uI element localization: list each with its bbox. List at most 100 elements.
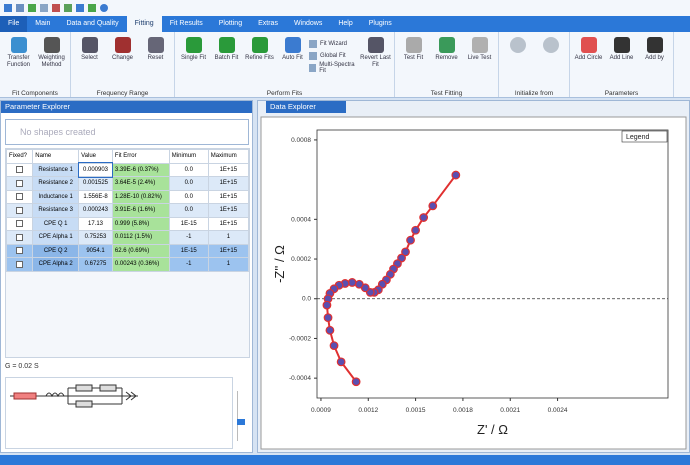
ribbon-group: Add Circle Add Line Add by Parameters	[570, 32, 674, 97]
y-tick-label: 0.0008	[291, 137, 311, 144]
x-axis-label: Z' / Ω	[477, 422, 508, 437]
column-header: Maximum	[207, 149, 249, 164]
data-point	[336, 357, 346, 367]
tab[interactable]: Windows	[293, 20, 323, 27]
checkbox[interactable]	[16, 166, 24, 174]
checkbox[interactable]	[16, 260, 24, 268]
tab[interactable]: File	[0, 16, 28, 32]
ribbon-button[interactable]	[501, 34, 534, 86]
table-cell: Resistance 2	[32, 176, 80, 191]
table-row[interactable]: CPE Alpha 1 0.75253 0.0112 (1.5%) -1 1	[6, 230, 249, 245]
ribbon-button[interactable]: Add by	[638, 34, 671, 86]
button-icon	[185, 37, 202, 53]
table-cell: 1E+15	[207, 162, 249, 177]
group-label: Test Fitting	[430, 90, 463, 97]
ribbon-button[interactable]: Change	[106, 34, 139, 86]
checkbox[interactable]	[16, 220, 24, 228]
ribbon-button[interactable]: Revert Last Fit	[359, 34, 392, 86]
table-cell: 3.91E-6 (1.6%)	[111, 203, 170, 218]
button-label: Single Fit	[180, 55, 206, 61]
checkbox[interactable]	[16, 193, 24, 201]
data-point	[323, 313, 333, 323]
button-icon	[471, 37, 488, 53]
button-label: Weighting Method	[38, 55, 65, 68]
table-row[interactable]: Resistance 1 0.000903 3.39E-6 (0.37%) 0.0 1E…	[6, 162, 249, 178]
small-label: Global Fit	[320, 53, 346, 59]
checkbox[interactable]	[16, 179, 24, 187]
table-cell: 0.00243 (0.36%)	[111, 257, 170, 272]
status-bar	[0, 455, 690, 465]
tab[interactable]: Data and Quality	[66, 20, 119, 27]
tab[interactable]: Fitting	[126, 16, 162, 32]
ribbon-button[interactable]: Test Fit	[397, 34, 430, 86]
ribbon-button[interactable]: Transfer Function	[2, 34, 35, 86]
button-label: Select	[81, 55, 98, 61]
small-button[interactable]: Fit Wizard	[309, 38, 359, 50]
ribbon-button[interactable]: Select	[73, 34, 106, 86]
data-point	[329, 341, 339, 350]
button-icon	[509, 37, 526, 53]
fixed-cell	[6, 230, 34, 245]
table-row[interactable]: CPE Q 2 9054.1 62.6 (0.69%) 1E-15 1E+15	[6, 243, 249, 258]
ribbon-button[interactable]: Reset	[139, 34, 172, 86]
table-cell: Resistance 3	[32, 203, 80, 218]
ribbon-button[interactable]: Live Test	[463, 34, 496, 86]
button-icon	[367, 37, 384, 53]
tab[interactable]: Help	[338, 20, 353, 27]
table-cell: 0.000243	[78, 203, 113, 218]
data-point	[401, 247, 410, 257]
group-label: Initialize from	[514, 90, 554, 97]
button-icon	[405, 37, 422, 53]
table-row[interactable]: CPE Alpha 2 0.67275 0.00243 (0.36%) -1 1	[6, 257, 249, 272]
ribbon-button[interactable]: Batch Fit	[210, 34, 243, 86]
checkbox[interactable]	[16, 233, 24, 241]
table-cell: 1E+15	[207, 176, 249, 191]
circuit-box	[5, 377, 233, 449]
tab[interactable]: Extras	[258, 20, 278, 27]
table-row[interactable]: Resistance 2 0.001525 3.64E-5 (2.4%) 0.0 1E+…	[6, 176, 249, 191]
ribbon-button[interactable]: Weighting Method	[35, 34, 68, 86]
checkbox[interactable]	[16, 247, 24, 255]
ribbon-button[interactable]	[534, 34, 567, 86]
quick-access-bar	[0, 0, 690, 16]
small-button[interactable]: Global Fit	[309, 50, 359, 62]
data-point	[411, 225, 420, 235]
table-cell: 1.28E-10 (0.82%)	[111, 189, 170, 204]
table-row[interactable]: Inductance 1 1.556E-8 1.28E-10 (0.82%) 0.0 1…	[6, 189, 249, 204]
table-row[interactable]: Resistance 3 0.000243 3.91E-6 (1.6%) 0.0 1E+…	[6, 203, 249, 218]
tab[interactable]: Plugins	[368, 20, 392, 27]
table-box: Fixed? Name Value Fit Error Minimum Maximum Re…	[5, 148, 250, 358]
button-label: Change	[111, 55, 134, 61]
ribbon-button[interactable]: Add Line	[605, 34, 638, 86]
button-label: Test Fit	[403, 55, 424, 61]
fixed-cell	[6, 176, 34, 191]
tab[interactable]: Fit Results	[169, 20, 203, 27]
table-cell: 62.6 (0.69%)	[111, 243, 170, 258]
button-label: Transfer Function	[6, 55, 30, 68]
checkbox[interactable]	[16, 206, 24, 214]
chart: 0.0009 0.0012 0.0015 0.0018 0.0021 0.0024 -0.0…	[260, 116, 687, 450]
table-cell: 0.0	[168, 162, 209, 177]
small-label: Multi-Spectra Fit	[319, 62, 355, 74]
button-label: Remove	[435, 55, 458, 61]
table-cell: CPE Q 1	[32, 216, 80, 231]
ribbon-button[interactable]: Refine Fits	[243, 34, 276, 86]
ribbon-button[interactable]: Single Fit	[177, 34, 210, 86]
tab[interactable]: Plotting	[218, 20, 243, 27]
zoom-slider[interactable]	[237, 391, 245, 441]
ribbon-button[interactable]: Auto Fit	[276, 34, 309, 86]
table-row[interactable]: CPE Q 1 17.13 0.999 (5.8%) 1E-15 1E+15	[6, 216, 249, 231]
data-point	[354, 279, 364, 289]
column-header: Name	[32, 149, 80, 164]
tab[interactable]: Main	[35, 20, 51, 27]
ribbon-button[interactable]: Add Circle	[572, 34, 605, 86]
ribbon-button[interactable]: Remove	[430, 34, 463, 86]
fixed-cell	[6, 216, 34, 231]
small-label: Fit Wizard	[320, 41, 347, 47]
table-cell: 3.39E-6 (0.37%)	[111, 162, 170, 177]
table-cell: 0.0112 (1.5%)	[111, 230, 170, 245]
button-icon	[284, 37, 301, 53]
small-button[interactable]: Multi-Spectra Fit	[309, 62, 359, 74]
button-icon	[251, 37, 268, 53]
button-icon	[10, 37, 27, 53]
